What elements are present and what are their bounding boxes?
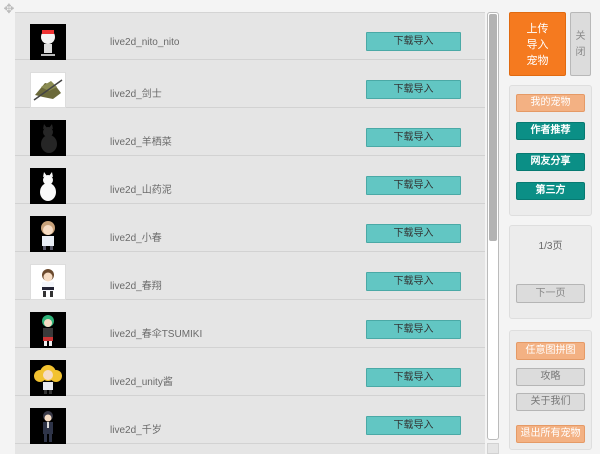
list-item: live2d_羊栖菜 下载导入 (15, 109, 485, 156)
pet-name: live2d_剑士 (110, 89, 162, 100)
pet-name: live2d_春伞TSUMIKI (110, 329, 203, 340)
list-item: live2d_春伞TSUMIKI 下载导入 (15, 301, 485, 348)
exit-all-pets-button[interactable]: 退出所有宠物 (516, 425, 585, 443)
pet-thumbnail (30, 168, 66, 204)
pet-thumbnail (30, 408, 66, 444)
list-item: live2d_春翔 下载导入 (15, 253, 485, 300)
close-button[interactable]: 关 闭 (570, 12, 591, 76)
move-handle-icon[interactable]: ✥ (3, 1, 15, 16)
download-import-button[interactable]: 下载导入 (366, 272, 461, 291)
page-indicator: 1/3页 (538, 241, 563, 252)
pet-thumbnail (30, 24, 66, 60)
pagination-panel: 1/3页 下一页 (509, 225, 592, 319)
pet-name: live2d_小春 (110, 233, 162, 244)
guide-button[interactable]: 攻略 (516, 368, 585, 386)
tab-third-party[interactable]: 第三方 (516, 182, 585, 200)
pet-thumbnail (30, 216, 66, 252)
misc-actions-panel: 任意图拼图 攻略 关于我们 退出所有宠物 (509, 330, 592, 450)
download-import-button[interactable]: 下载导入 (366, 224, 461, 243)
pet-thumbnail (30, 120, 66, 156)
pet-thumbnail (30, 264, 66, 300)
category-tabs-panel: 我的宠物 作者推荐 网友分享 第三方 (509, 85, 592, 216)
list-item: live2d_小春 下载导入 (15, 205, 485, 252)
list-item: live2d_剑士 下载导入 (15, 61, 485, 108)
pet-thumbnail (30, 72, 66, 108)
about-us-button[interactable]: 关于我们 (516, 393, 585, 411)
next-page-button[interactable]: 下一页 (516, 284, 585, 303)
scrollbar-corner (487, 443, 499, 454)
pet-name: live2d_山药泥 (110, 185, 172, 196)
download-import-button[interactable]: 下载导入 (366, 176, 461, 195)
list-item: live2d_千岁 下载导入 (15, 397, 485, 444)
download-import-button[interactable]: 下载导入 (366, 80, 461, 99)
download-import-button[interactable]: 下载导入 (366, 32, 461, 51)
pet-list[interactable]: live2d_nito_nito 下载导入 live2d_剑士 下载导入 liv… (15, 12, 485, 454)
download-import-button[interactable]: 下载导入 (366, 320, 461, 339)
tab-user-shares[interactable]: 网友分享 (516, 153, 585, 171)
upload-import-pet-button[interactable]: 上传 导入 宠物 (509, 12, 566, 76)
list-item: live2d_nito_nito 下载导入 (15, 13, 485, 60)
download-import-button[interactable]: 下载导入 (366, 128, 461, 147)
tab-author-picks[interactable]: 作者推荐 (516, 122, 585, 140)
pet-name: live2d_unity酱 (110, 377, 173, 388)
list-item: live2d_山药泥 下载导入 (15, 157, 485, 204)
pet-thumbnail (30, 360, 66, 396)
list-scrollbar[interactable] (487, 12, 499, 440)
list-item: live2d_unity酱 下载导入 (15, 349, 485, 396)
tab-my-pets[interactable]: 我的宠物 (516, 94, 585, 112)
pet-thumbnail (30, 312, 66, 348)
scrollbar-thumb[interactable] (489, 14, 497, 241)
download-import-button[interactable]: 下载导入 (366, 368, 461, 387)
pet-name: live2d_春翔 (110, 281, 162, 292)
pet-name: live2d_羊栖菜 (110, 137, 172, 148)
download-import-button[interactable]: 下载导入 (366, 416, 461, 435)
pet-name: live2d_nito_nito (110, 37, 180, 48)
pet-name: live2d_千岁 (110, 425, 162, 436)
jigsaw-button[interactable]: 任意图拼图 (516, 342, 585, 360)
